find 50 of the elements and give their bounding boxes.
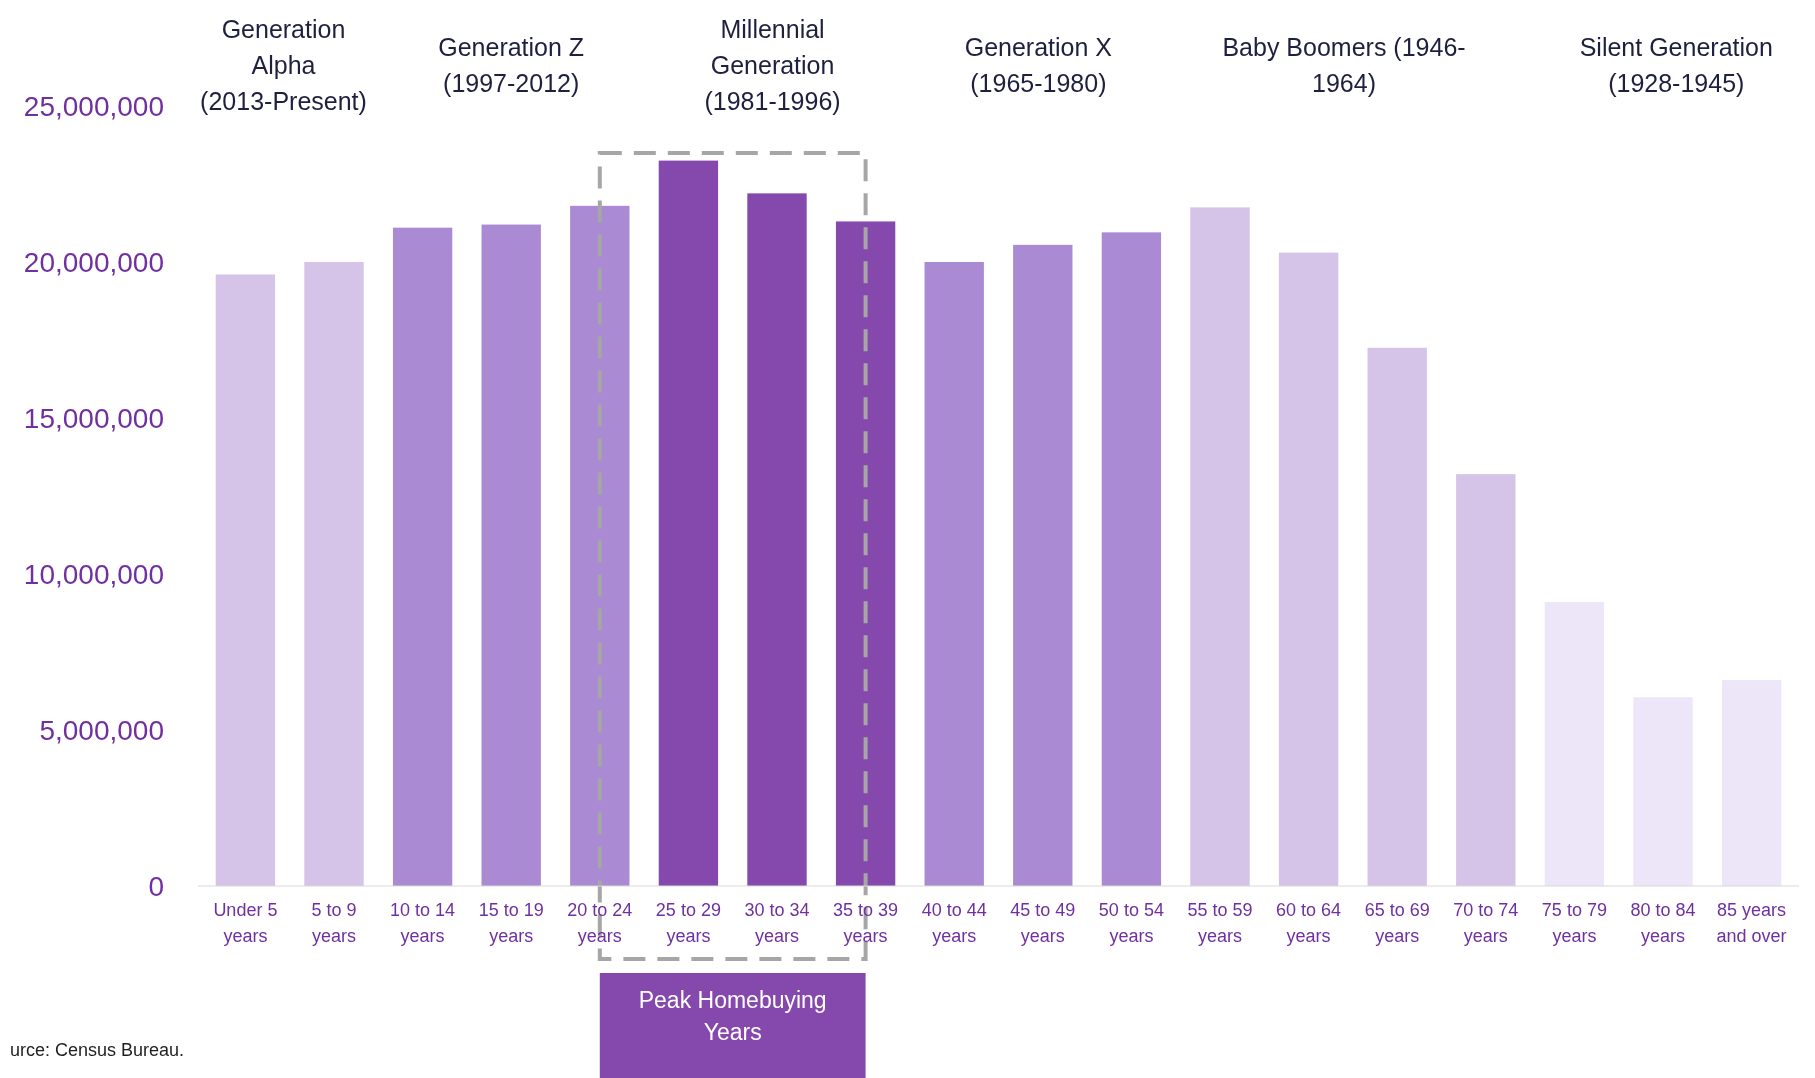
x-tick-label: 45 to 49 years xyxy=(1010,900,1076,946)
bar xyxy=(215,274,276,886)
x-tick-label: 70 to 74 years xyxy=(1453,900,1519,946)
bar xyxy=(658,160,719,886)
x-tick-label: 50 to 54 years xyxy=(1098,900,1164,946)
bar xyxy=(570,205,630,886)
bar xyxy=(1544,602,1605,886)
x-tick-label: 85 years and over xyxy=(1716,900,1787,946)
bar xyxy=(1633,697,1693,886)
text: Silent Generation (1928-1945) xyxy=(1579,33,1773,97)
x-tick-label: 10 to 14 years xyxy=(390,900,456,946)
x-tick-label: 35 to 39 years xyxy=(833,900,899,946)
bar xyxy=(924,262,984,886)
x-tick-label: 55 to 59 years xyxy=(1187,900,1253,946)
x-tick-label: 30 to 34 years xyxy=(744,900,810,946)
y-tick-label: 25,000,000 xyxy=(23,90,164,122)
bar xyxy=(304,262,364,886)
y-tick-label: 5,000,000 xyxy=(39,714,164,746)
annotation: Millennial Generation (1981-1996) xyxy=(704,15,841,115)
bar xyxy=(1721,680,1782,886)
annotation: Generation Alpha (2013-Present) xyxy=(200,15,367,115)
x-tick-label: 20 to 24 years xyxy=(567,900,633,946)
bar xyxy=(1013,244,1073,886)
bar xyxy=(1367,347,1427,886)
text: Baby Boomers (1946- 1964) xyxy=(1222,33,1466,97)
x-tick-label: 75 to 79 years xyxy=(1541,900,1607,946)
text: Generation X (1965-1980) xyxy=(964,33,1113,97)
bar xyxy=(747,193,807,886)
bar xyxy=(1278,252,1339,886)
x-tick-label: 60 to 64 years xyxy=(1276,900,1342,946)
bar xyxy=(392,227,453,886)
y-tick-label: 20,000,000 xyxy=(23,246,164,278)
bar xyxy=(1101,232,1162,886)
x-tick-label: Under 5 years xyxy=(213,900,278,946)
bar xyxy=(1456,474,1516,886)
x-tick-label: 15 to 19 years xyxy=(478,900,544,946)
x-tick-label: 5 to 9 years xyxy=(311,900,357,946)
x-tick-label: 25 to 29 years xyxy=(655,900,721,946)
bar xyxy=(1190,207,1250,886)
text: urce: Census Bureau. xyxy=(10,1040,185,1060)
bar xyxy=(481,224,541,886)
text: Generation Z (1997-2012) xyxy=(438,33,585,97)
bar xyxy=(835,221,896,886)
y-tick-label: 15,000,000 xyxy=(23,402,164,434)
x-tick-label: 65 to 69 years xyxy=(1364,900,1430,946)
x-tick-label: 40 to 44 years xyxy=(921,900,987,946)
x-tick-label: 80 to 84 years xyxy=(1630,900,1696,946)
y-tick-label: 10,000,000 xyxy=(23,558,164,590)
text: Peak Homebuying Years xyxy=(638,987,827,1045)
y-tick-label: 0 xyxy=(148,870,164,902)
